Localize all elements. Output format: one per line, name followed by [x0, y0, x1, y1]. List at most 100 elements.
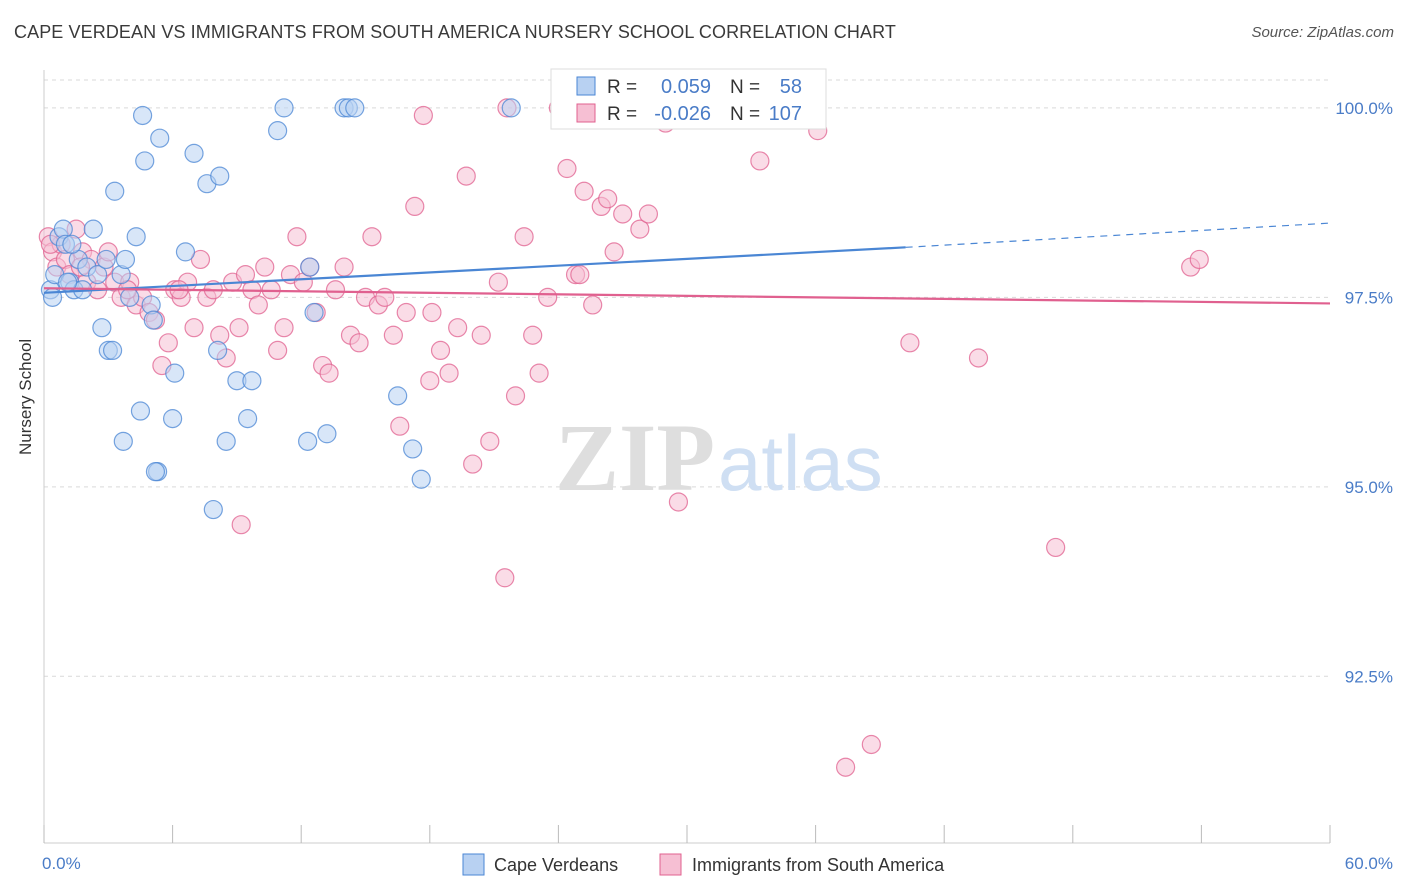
chart-title: CAPE VERDEAN VS IMMIGRANTS FROM SOUTH AM… — [14, 22, 896, 42]
n-label: N = — [730, 77, 760, 98]
data-point — [420, 371, 440, 391]
x-tick-label: 0.0% — [42, 854, 81, 873]
n-value: 107 — [769, 103, 802, 125]
data-point — [538, 287, 558, 307]
legend-swatch-immigrants — [659, 853, 682, 876]
data-point — [208, 340, 228, 361]
data-point — [422, 302, 442, 323]
stats-legend-box — [550, 68, 827, 130]
data-point — [396, 302, 416, 323]
data-point — [300, 257, 320, 277]
data-point — [135, 151, 155, 171]
data-point — [1189, 249, 1209, 270]
data-point — [120, 287, 140, 307]
data-point — [413, 105, 433, 126]
data-point — [175, 242, 196, 262]
data-point — [638, 204, 659, 224]
data-point — [334, 257, 354, 277]
data-point — [505, 386, 526, 406]
data-point — [287, 227, 307, 247]
legend-swatch-cape-verdeans — [462, 853, 485, 876]
data-point — [574, 181, 594, 201]
y-tick-label: 92.5% — [1345, 667, 1393, 686]
data-point — [362, 227, 382, 247]
stats-legend: R = 0.059 N = 58 R = -0.026 N = 107 — [550, 68, 827, 130]
data-point — [968, 348, 989, 368]
data-point — [488, 272, 508, 292]
data-point — [861, 734, 881, 755]
data-point — [349, 333, 369, 353]
series-legend: Cape Verdeans Immigrants from South Ameri… — [462, 853, 945, 876]
data-point — [557, 158, 577, 179]
trend-line-cape-verdeans — [43, 246, 906, 294]
data-point — [495, 568, 515, 588]
data-point — [184, 143, 204, 163]
data-point — [150, 128, 170, 148]
stats-legend-swatch — [576, 103, 596, 123]
y-tick-label: 97.5% — [1345, 288, 1393, 307]
data-point — [255, 257, 275, 277]
data-point — [448, 318, 468, 338]
data-point — [405, 196, 425, 217]
data-point — [836, 757, 856, 777]
y-tick-label: 100.0% — [1335, 99, 1393, 118]
data-point — [750, 151, 770, 171]
data-point — [604, 242, 624, 262]
data-point — [163, 409, 183, 429]
tick-labels: 92.5% 95.0% 97.5% 100.0% 0.0% 60.0% — [42, 99, 1393, 873]
data-point — [463, 454, 483, 474]
r-label: R = — [607, 104, 637, 125]
data-point — [501, 98, 521, 118]
data-point — [105, 181, 125, 201]
data-point — [514, 227, 534, 247]
data-point — [143, 310, 163, 330]
trend-line-extension — [905, 222, 1331, 248]
watermark: ZIP atlas — [555, 404, 883, 511]
data-point — [242, 371, 262, 391]
data-point — [274, 98, 294, 118]
data-point — [383, 325, 403, 345]
x-tick-label: 60.0% — [1345, 854, 1393, 873]
data-point — [583, 295, 603, 315]
data-point — [390, 416, 410, 436]
data-point — [529, 363, 549, 383]
data-point — [158, 333, 178, 353]
data-point — [613, 204, 633, 224]
data-point — [900, 333, 920, 353]
data-point — [570, 265, 590, 285]
axes — [43, 70, 1331, 844]
data-point — [190, 249, 211, 270]
data-point — [115, 249, 136, 270]
data-point — [130, 401, 151, 421]
data-point — [238, 409, 258, 429]
n-label: N = — [730, 104, 760, 125]
watermark-zip: ZIP — [555, 404, 715, 511]
data-point — [325, 280, 346, 300]
trend-lines — [43, 222, 1331, 305]
data-point — [1046, 537, 1066, 558]
data-point — [630, 219, 650, 239]
data-point — [668, 492, 689, 512]
data-point — [210, 166, 230, 186]
data-point — [388, 386, 408, 406]
data-point — [439, 363, 459, 383]
data-point — [317, 424, 337, 444]
data-point — [92, 318, 112, 338]
data-point — [145, 462, 166, 482]
data-point — [165, 363, 185, 383]
data-point — [126, 227, 146, 247]
data-point — [345, 98, 365, 118]
data-point — [113, 431, 133, 451]
data-point — [274, 318, 294, 338]
data-point — [430, 340, 451, 361]
data-point — [411, 469, 431, 489]
data-point — [403, 439, 423, 459]
data-point — [184, 318, 204, 338]
legend-label-immigrants: Immigrants from South America — [692, 855, 945, 875]
data-point — [132, 105, 153, 126]
data-point — [456, 166, 476, 186]
data-point — [96, 249, 116, 270]
watermark-atlas: atlas — [718, 419, 883, 507]
legend-label-cape-verdeans: Cape Verdeans — [494, 855, 618, 875]
source-label: Source: ZipAtlas.com — [1251, 24, 1394, 41]
